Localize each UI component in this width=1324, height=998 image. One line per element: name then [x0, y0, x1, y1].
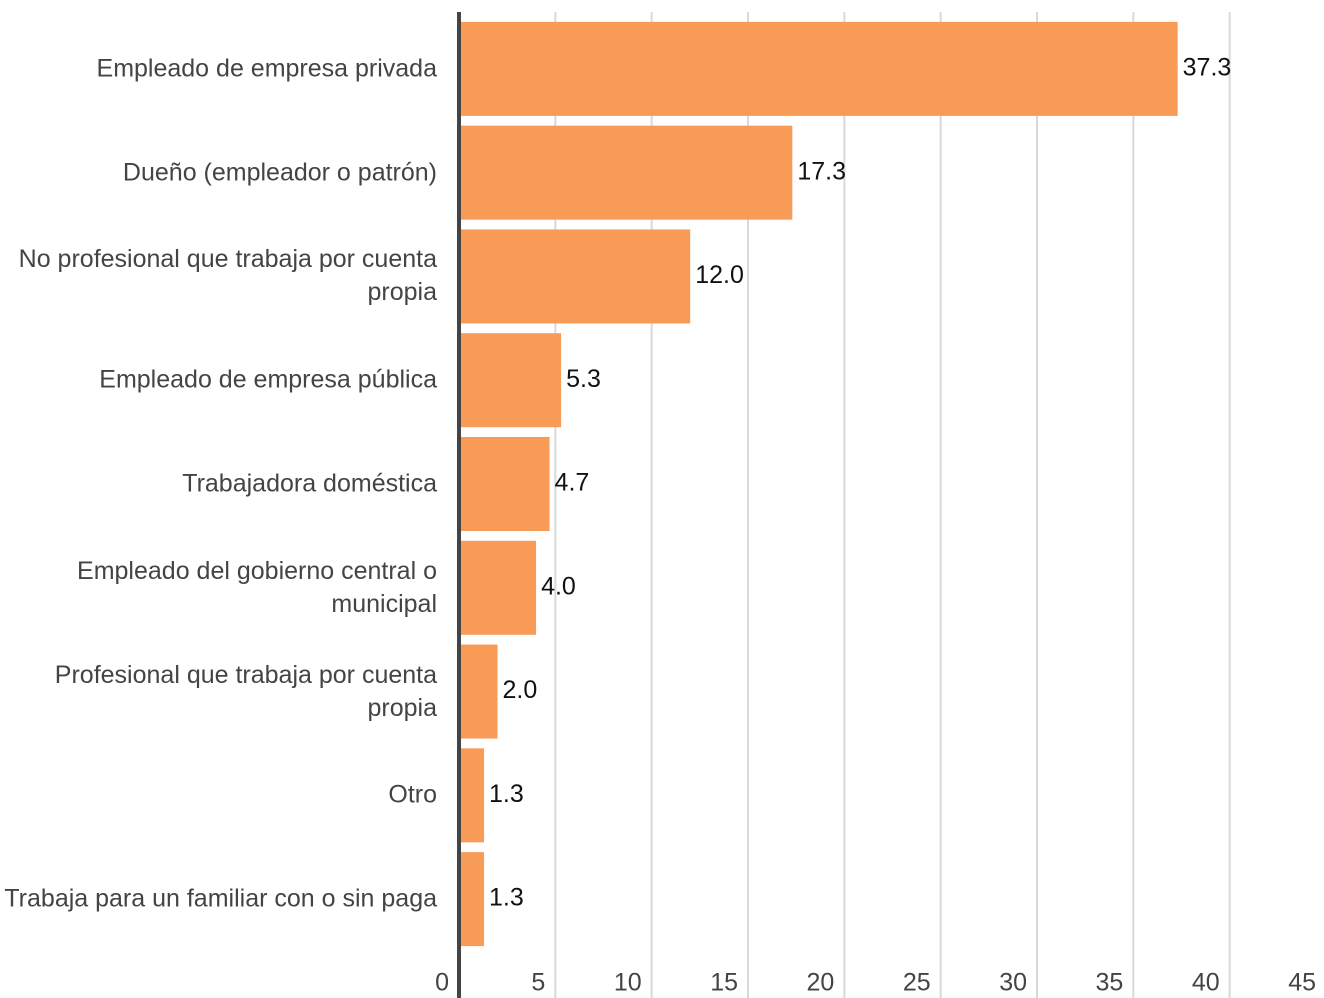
bar [459, 21, 1178, 116]
y-tick-label: Trabaja para un familiar con o sin paga [4, 884, 437, 913]
bar [459, 852, 485, 947]
x-tick-label: 0 [435, 969, 449, 997]
y-tick-label: Empleado del gobierno central o municipa… [77, 556, 437, 618]
bar [459, 333, 562, 428]
x-tick-label: 45 [1288, 969, 1316, 997]
x-tick-label: 40 [1192, 969, 1220, 997]
y-tick-label: Otro [388, 780, 437, 809]
x-tick-label: 35 [1096, 969, 1124, 997]
bar [459, 540, 537, 635]
x-tick-label: 25 [903, 969, 931, 997]
y-tick-label: Dueño (empleador o patrón) [122, 158, 437, 187]
y-tick-label: Empleado de empresa pública [99, 365, 437, 394]
bar [459, 748, 485, 843]
bar [459, 437, 550, 531]
bar [459, 125, 793, 220]
y-tick-label: Profesional que trabaja por cuenta propi… [54, 660, 437, 722]
y-tick-label: Trabajadora doméstica [182, 469, 437, 498]
value-label: 1.3 [489, 780, 524, 808]
value-label: 4.0 [541, 572, 576, 600]
y-tick-label: No profesional que trabaja por cuenta pr… [18, 245, 437, 307]
bar [459, 229, 691, 324]
value-label: 4.7 [555, 469, 590, 497]
bar [459, 644, 498, 739]
x-tick-label: 30 [999, 969, 1027, 997]
y-tick-label: Empleado de empresa privada [96, 54, 437, 83]
x-tick-label: 5 [531, 969, 545, 997]
value-label: 17.3 [797, 157, 846, 185]
x-tick-label: 15 [710, 969, 738, 997]
value-label: 37.3 [1183, 53, 1232, 81]
value-label: 2.0 [503, 676, 538, 704]
value-label: 1.3 [489, 884, 524, 912]
value-label: 5.3 [566, 365, 601, 393]
x-tick-label: 10 [614, 969, 642, 997]
x-tick-label: 20 [807, 969, 835, 997]
value-label: 12.0 [695, 261, 744, 289]
